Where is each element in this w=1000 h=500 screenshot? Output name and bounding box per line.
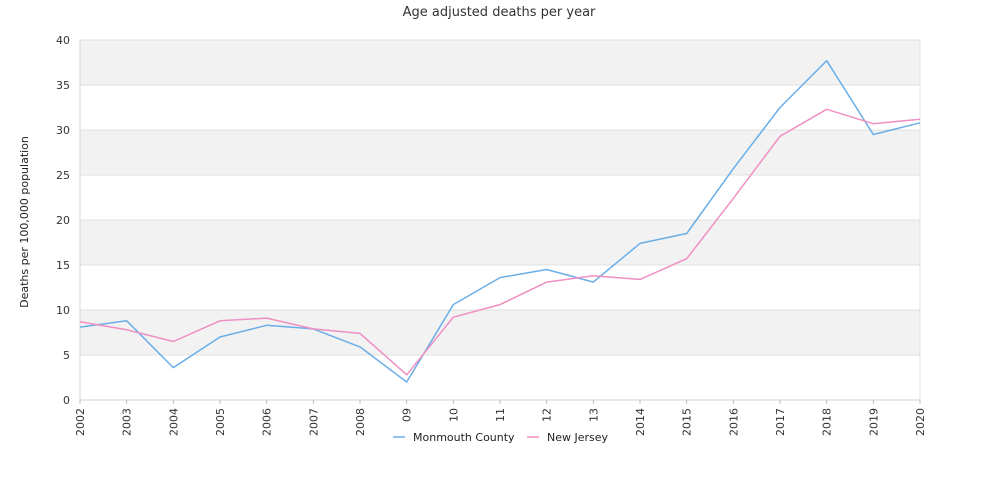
grid-band xyxy=(80,40,920,85)
y-axis-label: Deaths per 100,000 population xyxy=(18,136,31,308)
x-tick-label: 2006 xyxy=(261,408,274,436)
y-tick-label: 40 xyxy=(56,34,70,47)
chart-title: Age adjusted deaths per year xyxy=(403,5,596,20)
grid-band xyxy=(80,130,920,175)
series-line-monmouth-county xyxy=(79,59,921,383)
background-bands xyxy=(80,40,920,355)
x-tick-label: 2005 xyxy=(214,408,227,436)
x-tick-label: 2008 xyxy=(354,408,367,436)
grid-band xyxy=(80,220,920,265)
gridlines xyxy=(80,39,920,401)
x-tick-label: 2003 xyxy=(121,408,134,436)
y-tick-label: 15 xyxy=(56,259,70,272)
series-line-new-jersey xyxy=(79,108,921,376)
x-tick-label: 2017 xyxy=(774,408,787,436)
x-tick-label: 2015 xyxy=(681,408,694,436)
x-tick-label: 2004 xyxy=(167,408,180,436)
y-tick-label: 25 xyxy=(56,169,70,182)
y-tick-label: 0 xyxy=(63,394,70,407)
y-tick-label: 5 xyxy=(63,349,70,362)
x-tick-labels: 2002 2003 2004 2005 2006 2007 2008 09 10 11 12 13 20… xyxy=(74,400,927,436)
y-tick-label: 30 xyxy=(56,124,70,137)
x-tick-label: 11 xyxy=(494,408,507,422)
x-tick-label: 2016 xyxy=(727,408,740,436)
y-tick-label: 20 xyxy=(56,214,70,227)
x-tick-label: 2007 xyxy=(307,408,320,436)
y-tick-label: 10 xyxy=(56,304,70,317)
y-tick-labels: 0 5 10 15 20 25 30 35 40 xyxy=(56,34,70,407)
y-tick-label: 35 xyxy=(56,79,70,92)
legend-label: New Jersey xyxy=(547,431,609,444)
legend-label: Monmouth County xyxy=(413,431,515,444)
x-tick-label: 09 xyxy=(401,408,414,422)
x-tick-label: 2014 xyxy=(634,408,647,436)
x-tick-label: 2019 xyxy=(867,408,880,436)
x-tick-label: 13 xyxy=(587,408,600,422)
x-tick-label: 2018 xyxy=(821,408,834,436)
legend: Monmouth County New Jersey xyxy=(393,431,609,444)
grid-band xyxy=(80,310,920,355)
series-lines xyxy=(79,59,921,383)
x-tick-label: 2002 xyxy=(74,408,87,436)
x-tick-label: 12 xyxy=(541,408,554,422)
x-tick-label: 2020 xyxy=(914,408,927,436)
x-tick-label: 10 xyxy=(447,408,460,422)
